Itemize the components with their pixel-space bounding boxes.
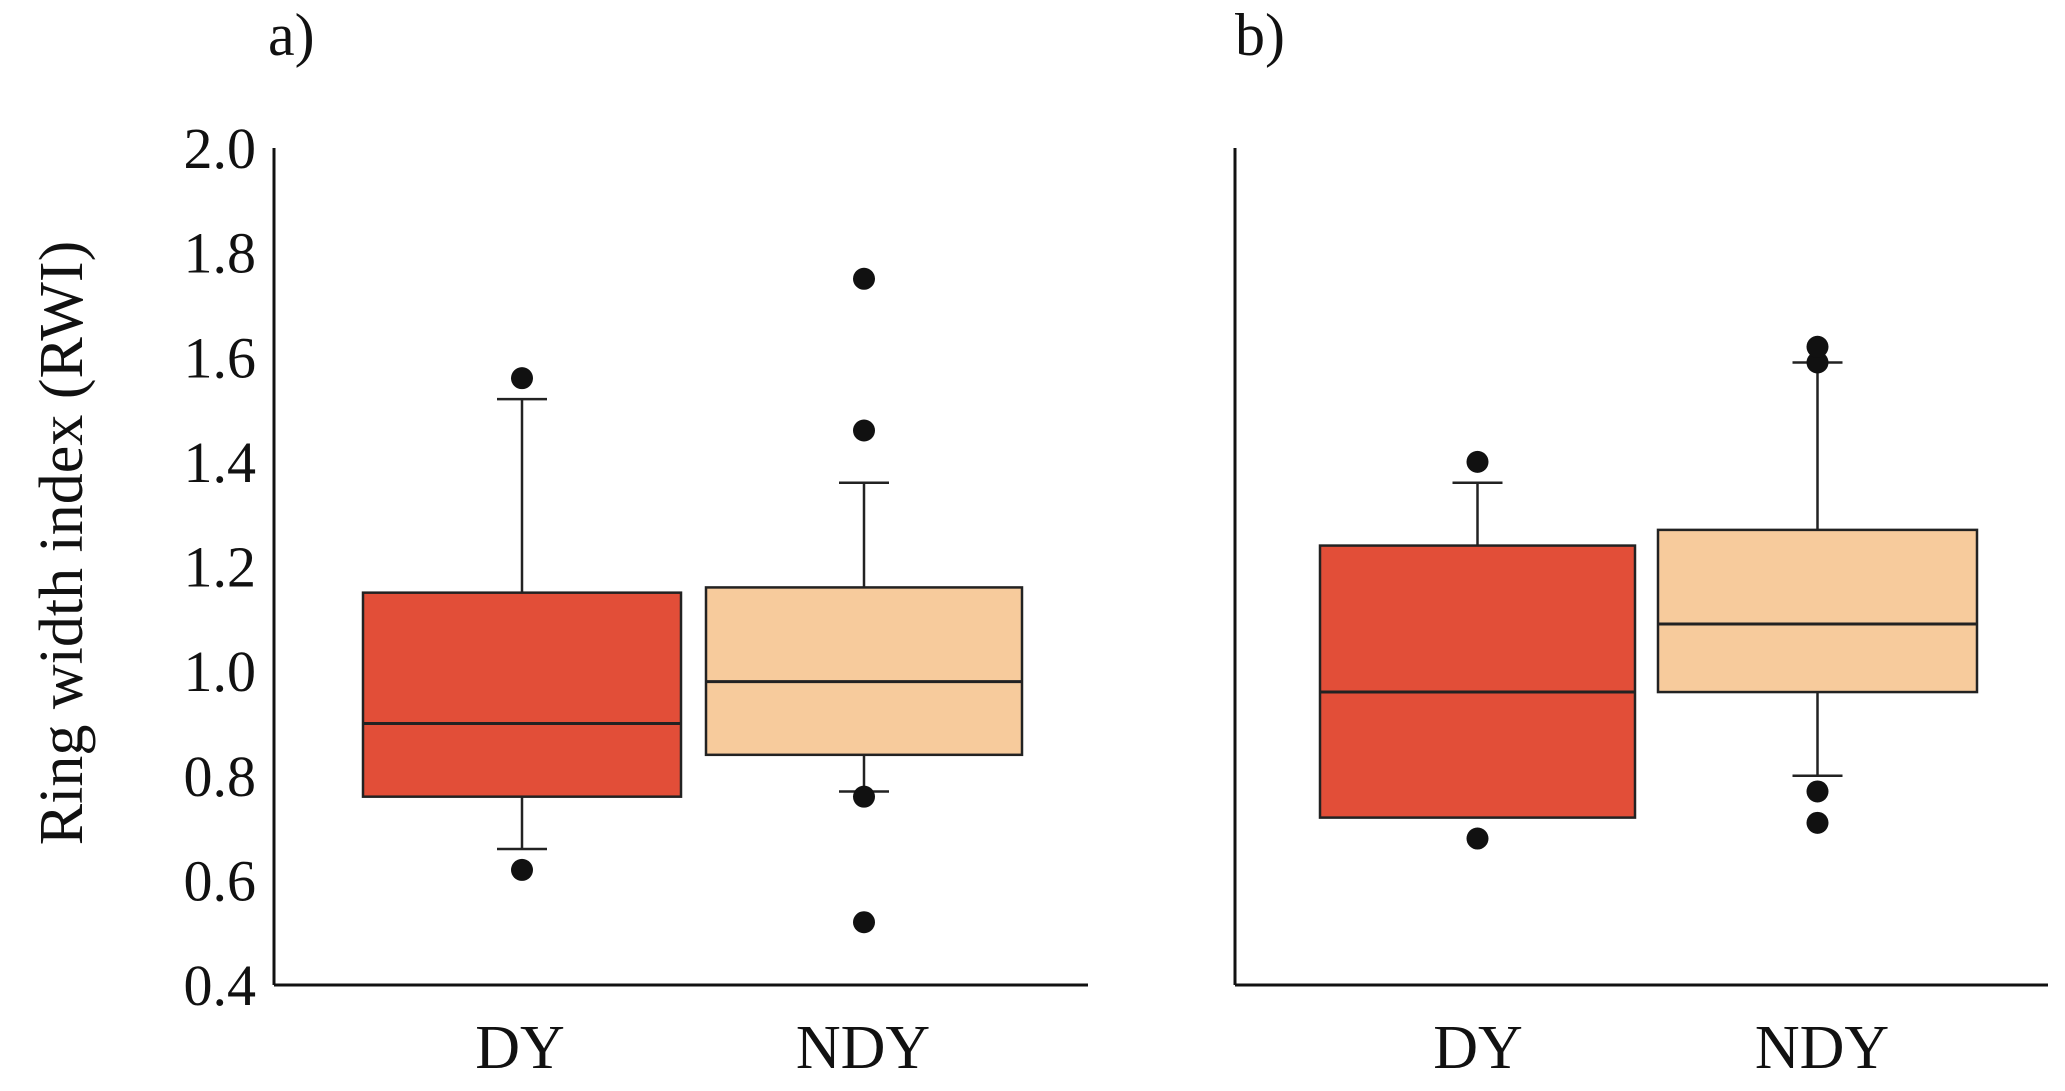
outlier-point bbox=[853, 419, 875, 442]
y-tick-label: 0.4 bbox=[184, 953, 257, 1018]
panel-b: b) DY NDY bbox=[1233, 2, 2048, 1082]
outlier-point bbox=[1806, 811, 1829, 834]
outlier-point bbox=[1806, 780, 1829, 803]
y-tick-label: 1.2 bbox=[184, 535, 257, 600]
panel-a-boxes bbox=[361, 267, 1024, 934]
outlier-point bbox=[511, 858, 533, 881]
panel-a-label: a) bbox=[268, 2, 315, 68]
outlier-point bbox=[1806, 335, 1829, 358]
outlier-point bbox=[853, 911, 875, 934]
outlier-point bbox=[1806, 351, 1829, 374]
box-ndy bbox=[704, 586, 1024, 757]
y-tick-label: 1.8 bbox=[184, 221, 257, 286]
y-tick-label: 2.0 bbox=[184, 116, 257, 181]
x-category-label: DY bbox=[475, 1014, 565, 1082]
y-tick-labels: 0.4 0.6 0.8 1.0 1.2 1.4 1.6 1.8 2.0 bbox=[184, 116, 257, 1018]
y-tick-label: 1.4 bbox=[184, 430, 257, 495]
outlier-point bbox=[853, 267, 875, 290]
x-category-label: NDY bbox=[796, 1014, 930, 1082]
panel-b-boxes bbox=[1318, 335, 1979, 850]
y-tick-label: 1.6 bbox=[184, 325, 257, 390]
box-dy bbox=[361, 591, 683, 798]
y-tick-label: 1.0 bbox=[184, 639, 257, 704]
panel-a: a) Ring width index (RWI) 0.4 0.6 0.8 1.0 1.… bbox=[28, 2, 1088, 1082]
x-category-label: NDY bbox=[1755, 1014, 1889, 1082]
y-tick-label: 0.6 bbox=[184, 848, 257, 913]
panel-b-label: b) bbox=[1235, 2, 1285, 68]
x-category-label: DY bbox=[1433, 1014, 1523, 1082]
y-tick-label: 0.8 bbox=[184, 744, 257, 809]
outlier-point bbox=[1466, 827, 1489, 850]
outlier-point bbox=[1466, 450, 1489, 473]
box-ndy bbox=[1656, 528, 1979, 694]
box-dy bbox=[1318, 544, 1637, 819]
outlier-point bbox=[853, 785, 875, 808]
outlier-point bbox=[511, 367, 533, 390]
y-axis-title: Ring width index (RWI) bbox=[28, 241, 96, 845]
